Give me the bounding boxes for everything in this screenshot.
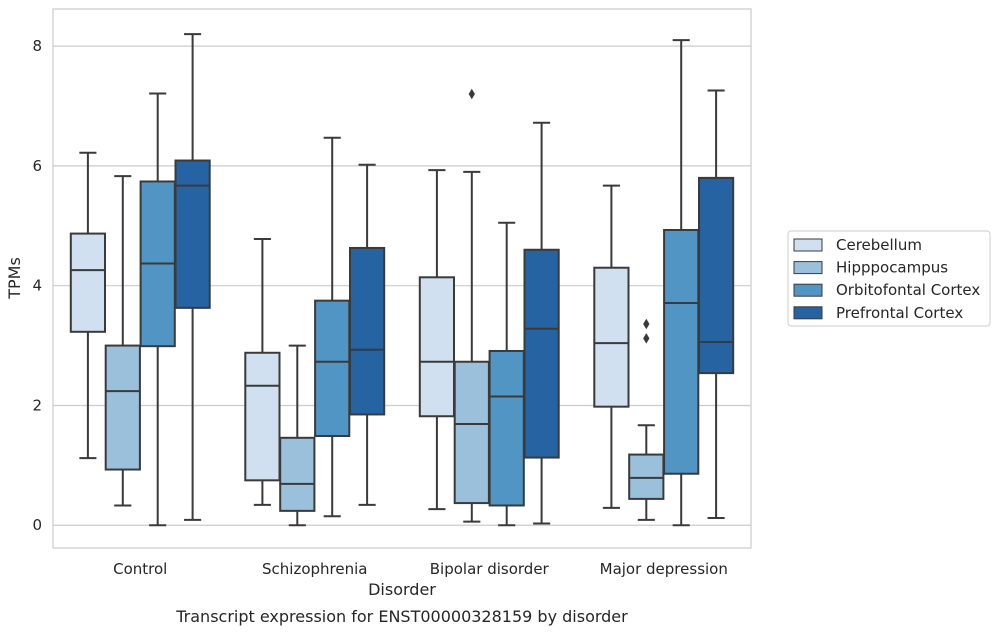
x-tick-label: Major depression	[600, 560, 728, 578]
legend-entry-label: Prefrontal Cortex	[836, 304, 963, 322]
legend-swatch	[793, 238, 823, 252]
box-iqr	[69, 232, 107, 333]
box-plot-box	[663, 39, 700, 527]
box-iqr	[628, 453, 665, 500]
box-plot-box	[69, 151, 107, 460]
box-plot-box	[488, 221, 525, 527]
outlier-point	[643, 318, 650, 330]
box-iqr	[593, 266, 630, 408]
box-plot-box	[697, 89, 735, 520]
y-tick-label: 0	[32, 516, 42, 534]
box-plot-box	[628, 318, 665, 521]
y-tick-label: 6	[32, 157, 42, 175]
box-iqr	[697, 176, 735, 375]
box-plot-box	[593, 184, 630, 509]
y-tick-label: 2	[32, 396, 42, 414]
x-tick-label: Bipolar disorder	[430, 560, 550, 578]
legend-frame	[787, 230, 991, 327]
box-plot-box	[348, 163, 386, 506]
box-series-layer	[69, 33, 735, 527]
y-tick-labels: 0 2 4 6 8	[32, 37, 42, 534]
box-iqr	[314, 299, 351, 438]
x-tick-label: Schizophrenia	[262, 560, 367, 578]
box-plot-box	[139, 92, 176, 527]
x-tick-labels: Control Schizophrenia Bipolar disorder Majo…	[113, 560, 728, 578]
box-iqr	[418, 276, 456, 418]
box-plot-box	[523, 121, 560, 525]
legend: Cerebellum Hipppocampus Orbitofontal Corte…	[787, 230, 991, 327]
box-plot-box	[104, 175, 141, 507]
legend-swatch	[793, 283, 823, 297]
legend-swatch	[793, 261, 823, 275]
box-iqr	[348, 246, 386, 416]
y-tick-label: 8	[32, 37, 42, 55]
box-iqr	[104, 344, 141, 471]
box-iqr	[663, 228, 700, 475]
outlier-point	[468, 88, 475, 100]
box-iqr	[453, 360, 490, 505]
x-axis-label: Disorder	[368, 580, 436, 599]
box-iqr	[523, 248, 560, 459]
legend-entry-label: Hipppocampus	[836, 259, 948, 277]
box-plot-box	[418, 169, 456, 511]
box-plot-box	[279, 344, 316, 527]
box-iqr	[488, 349, 525, 507]
box-plot-box	[453, 88, 490, 523]
y-axis-label: TPMs	[5, 257, 24, 300]
y-tick-label: 4	[32, 277, 42, 295]
box-plot-box	[314, 136, 351, 518]
legend-swatch	[793, 306, 823, 320]
box-iqr	[244, 351, 281, 482]
box-plot-box	[174, 33, 211, 521]
legend-entry-label: Orbitofontal Cortex	[836, 281, 980, 299]
plot-area-frame	[52, 8, 752, 549]
box-plot-box	[244, 237, 281, 506]
chart-caption: Transcript expression for ENST0000032815…	[175, 607, 628, 626]
legend-entry-label: Cerebellum	[836, 236, 922, 254]
box-iqr	[174, 159, 211, 309]
outlier-point	[643, 333, 650, 344]
box-iqr	[279, 436, 316, 512]
x-tick-label: Control	[113, 560, 167, 578]
